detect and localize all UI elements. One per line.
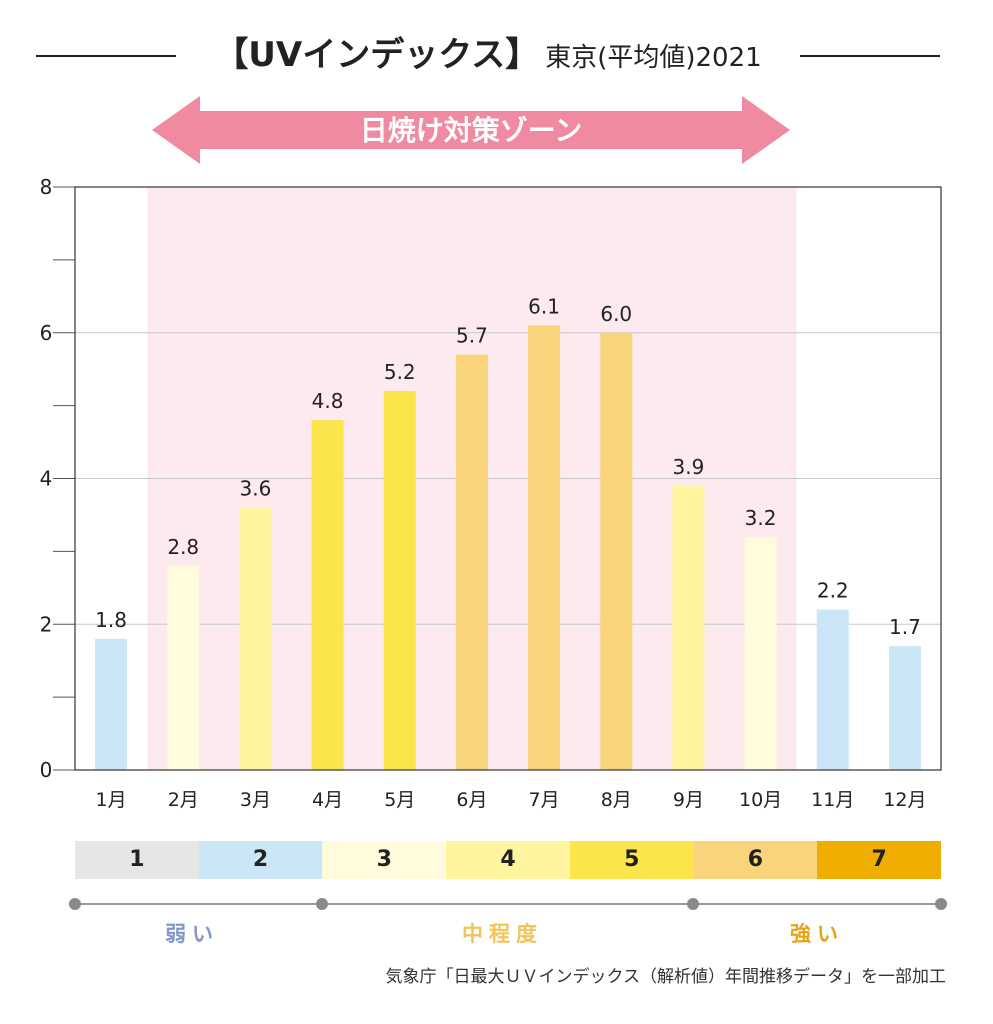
legend-level-6: 6 xyxy=(693,841,818,879)
x-tick-label: 2月 xyxy=(168,789,199,811)
scale-dot-start xyxy=(69,898,81,910)
chart-title-sub: 東京(平均値)2021 xyxy=(545,43,762,73)
bar-6月 xyxy=(455,354,488,770)
x-tick-label: 11月 xyxy=(811,789,854,811)
y-tick-label: 6 xyxy=(40,321,53,345)
y-tick-label: 2 xyxy=(40,612,53,636)
y-tick-label: 8 xyxy=(40,175,53,199)
scale-dot-weak-end xyxy=(316,898,328,910)
bar-10月 xyxy=(744,536,777,770)
x-tick-label: 5月 xyxy=(384,789,415,811)
chart-title-main: 【UVインデックス】 xyxy=(214,35,540,75)
legend-level-1: 1 xyxy=(75,841,199,879)
title-rule-right xyxy=(800,55,940,57)
bar-value-label: 2.8 xyxy=(167,535,199,559)
y-tick-label: 0 xyxy=(40,758,53,782)
bar-12月 xyxy=(888,646,921,770)
x-tick-label: 12月 xyxy=(883,789,926,811)
x-tick-label: 4月 xyxy=(312,789,343,811)
bar-value-label: 1.8 xyxy=(95,608,127,632)
bar-value-label: 6.0 xyxy=(600,302,632,326)
bar-4月 xyxy=(311,420,344,770)
legend-level-7: 7 xyxy=(817,841,942,879)
chart-title: 【UVインデックス】 東京(平均値)2021 xyxy=(186,32,790,78)
bar-value-label: 4.8 xyxy=(312,389,344,413)
bar-3月 xyxy=(239,507,272,770)
bar-value-label: 3.2 xyxy=(745,506,777,530)
legend-level-5: 5 xyxy=(569,841,694,879)
title-rule-left xyxy=(36,55,176,57)
plot-frame xyxy=(74,186,942,771)
legend-level-4: 4 xyxy=(446,841,570,879)
bar-5月 xyxy=(383,391,416,770)
zone-arrow xyxy=(152,96,790,164)
bar-value-label: 5.7 xyxy=(456,324,488,348)
bar-11月 xyxy=(816,609,849,770)
scale-dot-end xyxy=(935,898,947,910)
uv-bar-chart: 1.8 1月 2.8 2月 3.6 3月 4.8 4月 5.2 5月 5.7 6月 6.1 7月 6.0 8月… xyxy=(40,96,942,811)
zone-arrow-label: 日焼け対策ゾーン xyxy=(360,114,583,147)
x-tick-label: 6月 xyxy=(456,789,487,811)
bar-value-label: 6.1 xyxy=(528,294,560,318)
source-note: 気象庁「日最大ＵＶインデックス（解析値）年間推移データ」を一部加工 xyxy=(385,967,947,987)
bar-8月 xyxy=(600,332,633,770)
chart-title-bar: 【UVインデックス】 東京(平均値)2021 xyxy=(36,30,940,80)
bar-value-label: 5.2 xyxy=(384,360,416,384)
bar-1月 xyxy=(95,638,128,770)
scale-label-strong: 強い xyxy=(790,922,844,946)
bar-9月 xyxy=(672,485,705,770)
bar-value-label: 3.6 xyxy=(240,477,272,501)
legend-level-3: 3 xyxy=(322,841,447,879)
intensity-scale-line xyxy=(75,903,941,905)
legend-level-2: 2 xyxy=(198,841,323,879)
scale-dot-moderate-end xyxy=(687,898,699,910)
x-tick-label: 7月 xyxy=(529,789,560,811)
x-tick-label: 8月 xyxy=(601,789,632,811)
x-tick-label: 9月 xyxy=(673,789,704,811)
y-tick-label: 4 xyxy=(40,467,53,491)
x-tick-label: 10月 xyxy=(739,789,782,811)
x-tick-label: 3月 xyxy=(240,789,271,811)
bar-value-label: 3.9 xyxy=(673,455,705,479)
bar-7月 xyxy=(528,325,561,770)
x-tick-label: 1月 xyxy=(96,789,127,811)
bar-value-label: 1.7 xyxy=(889,615,921,639)
scale-label-moderate: 中程度 xyxy=(462,922,543,946)
bar-2月 xyxy=(167,565,200,770)
bar-value-label: 2.2 xyxy=(817,579,849,603)
scale-label-weak: 弱い xyxy=(165,922,219,946)
